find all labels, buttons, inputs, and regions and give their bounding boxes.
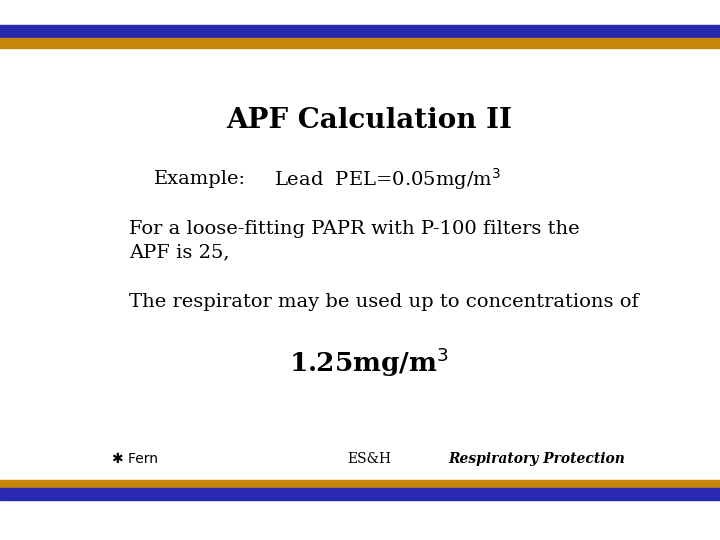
Text: The respirator may be used up to concentrations of: The respirator may be used up to concent… [129, 293, 639, 311]
Text: For a loose-fitting PAPR with P-100 filters the: For a loose-fitting PAPR with P-100 filt… [129, 220, 580, 238]
Text: Respiratory Protection: Respiratory Protection [449, 452, 626, 466]
Text: ES&H: ES&H [347, 452, 391, 466]
Text: 1.25mg/m$^3$: 1.25mg/m$^3$ [289, 346, 449, 379]
Text: APF Calculation II: APF Calculation II [226, 107, 512, 134]
Text: ✱ Fern: ✱ Fern [112, 452, 158, 466]
Text: APF is 25,: APF is 25, [129, 244, 230, 262]
Text: Example:: Example: [154, 170, 246, 188]
Text: Lead  PEL=0.05mg/m$^3$: Lead PEL=0.05mg/m$^3$ [274, 166, 501, 192]
